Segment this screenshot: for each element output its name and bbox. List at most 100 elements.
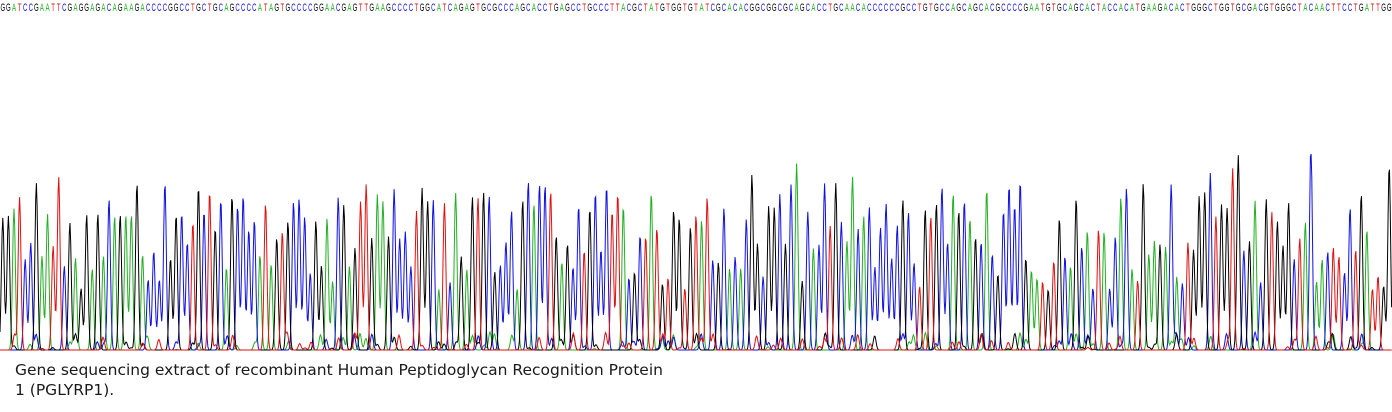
base-letter: G — [1281, 1, 1286, 13]
base-letter: G — [319, 1, 324, 13]
base-letter: C — [889, 1, 894, 13]
base-letter: A — [1069, 1, 1073, 13]
base-letter: G — [118, 1, 123, 13]
base-letter: A — [1147, 1, 1151, 13]
base-letter: C — [962, 1, 967, 13]
base-letter: C — [291, 1, 296, 13]
base-letter: G — [800, 1, 805, 13]
base-letter: A — [968, 1, 972, 13]
base-letter: C — [498, 1, 503, 13]
base-letter: C — [1001, 1, 1006, 13]
base-letter: A — [728, 1, 732, 13]
base-letter: G — [314, 1, 319, 13]
base-letter: C — [604, 1, 609, 13]
base-letter: C — [526, 1, 531, 13]
base-letter: G — [95, 1, 100, 13]
base-letter: A — [347, 1, 351, 13]
base-letter: T — [666, 1, 670, 13]
base-letter: C — [778, 1, 783, 13]
base-letter: C — [219, 1, 224, 13]
base-letter: C — [822, 1, 827, 13]
figure-caption: Gene sequencing extract of recombinant H… — [15, 361, 663, 399]
base-letter: C — [884, 1, 889, 13]
base-letter: A — [325, 1, 329, 13]
base-letter: G — [677, 1, 682, 13]
base-letter: A — [1035, 1, 1039, 13]
base-letter: A — [1303, 1, 1307, 13]
base-letter: A — [739, 1, 743, 13]
base-letter: C — [711, 1, 716, 13]
base-letter: G — [973, 1, 978, 13]
base-letter: C — [336, 1, 341, 13]
base-letter: C — [722, 1, 727, 13]
base-letter: C — [1258, 1, 1263, 13]
base-letter: G — [68, 1, 73, 13]
base-letter: C — [990, 1, 995, 13]
base-letter: G — [750, 1, 755, 13]
base-letter: C — [593, 1, 598, 13]
trace-A — [0, 163, 1392, 351]
base-letter: C — [247, 1, 252, 13]
base-letter: A — [124, 1, 128, 13]
base-letter: A — [331, 1, 335, 13]
base-letter: A — [700, 1, 704, 13]
base-letter: G — [0, 1, 5, 13]
base-letter: C — [537, 1, 542, 13]
base-letter: A — [1164, 1, 1168, 13]
base-letter: C — [235, 1, 240, 13]
base-letter: C — [252, 1, 257, 13]
base-letter: G — [688, 1, 693, 13]
base-letter: G — [587, 1, 592, 13]
base-letter: G — [1286, 1, 1291, 13]
base-letter: A — [1085, 1, 1089, 13]
base-letter: A — [375, 1, 379, 13]
base-letter: G — [459, 1, 464, 13]
base-letter: A — [46, 1, 50, 13]
base-letter: T — [1270, 1, 1274, 13]
base-letter: T — [18, 1, 22, 13]
base-letter: C — [1242, 1, 1247, 13]
base-letter: C — [789, 1, 794, 13]
base-letter: C — [1108, 1, 1113, 13]
base-letter: G — [1141, 1, 1146, 13]
base-letter: C — [23, 1, 28, 13]
base-letter: G — [481, 1, 486, 13]
base-letter: A — [560, 1, 564, 13]
base-letter: A — [1102, 1, 1106, 13]
base-letter: A — [1130, 1, 1134, 13]
base-letter: T — [208, 1, 212, 13]
base-letter: C — [1091, 1, 1096, 13]
base-letter: G — [369, 1, 374, 13]
base-letter: G — [1057, 1, 1062, 13]
base-letter: G — [353, 1, 358, 13]
base-letter: C — [1063, 1, 1068, 13]
trace-channels — [0, 153, 1392, 351]
base-letter: C — [895, 1, 900, 13]
base-letter: G — [660, 1, 665, 13]
base-letter: T — [57, 1, 61, 13]
base-letter: G — [230, 1, 235, 13]
base-letter: C — [163, 1, 168, 13]
base-letter: T — [705, 1, 709, 13]
base-letter: A — [73, 1, 77, 13]
base-letter: G — [492, 1, 497, 13]
base-letter: T — [51, 1, 55, 13]
base-letter: C — [409, 1, 414, 13]
base-letter: G — [833, 1, 838, 13]
base-letter: C — [638, 1, 643, 13]
base-letter: A — [532, 1, 536, 13]
base-letter: C — [979, 1, 984, 13]
base-letter: A — [1152, 1, 1156, 13]
base-letter: C — [107, 1, 112, 13]
base-letter: G — [900, 1, 905, 13]
base-letter: G — [84, 1, 89, 13]
base-letter: G — [1158, 1, 1163, 13]
base-letter: G — [135, 1, 140, 13]
base-letter: T — [359, 1, 363, 13]
base-letter: C — [761, 1, 766, 13]
base-letter: C — [867, 1, 872, 13]
base-letter: T — [1354, 1, 1358, 13]
base-letter: C — [839, 1, 844, 13]
base-letter: C — [733, 1, 738, 13]
